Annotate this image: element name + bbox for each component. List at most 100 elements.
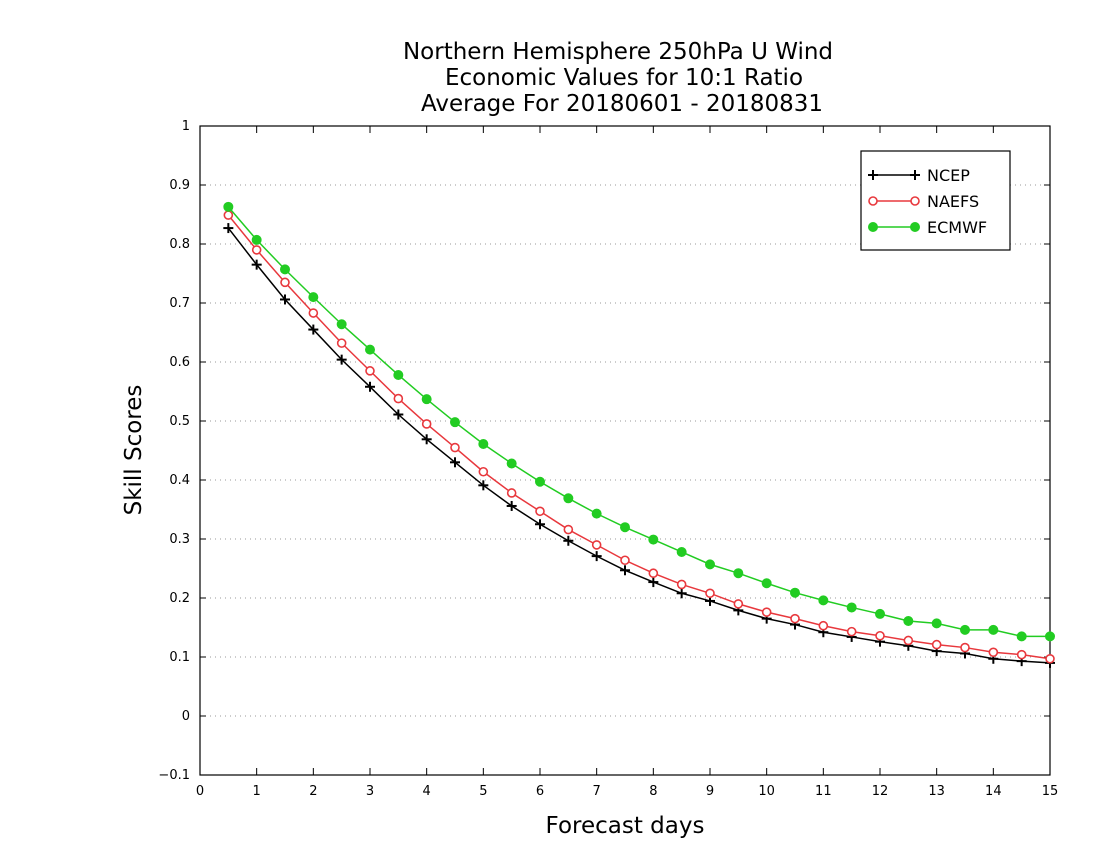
data-point-ecmwf (676, 546, 687, 557)
legend-box (860, 150, 1011, 251)
legend-marker (868, 222, 878, 232)
data-point-naefs (1045, 653, 1055, 664)
legend-marker (910, 222, 920, 232)
data-point-naefs (450, 442, 460, 453)
chart-title-line-1: Northern Hemisphere 250hPa U Wind (403, 39, 833, 65)
data-point-ecmwf (761, 578, 772, 589)
legend-item-ecmwf: ECMWF (868, 218, 987, 237)
x-tick-label: 1 (253, 784, 261, 799)
data-point-naefs (846, 626, 857, 637)
data-point-ncep (620, 565, 630, 576)
series-line-ncep (227, 227, 1051, 664)
data-point-ecmwf (931, 618, 942, 629)
data-point-ncep (450, 457, 460, 468)
x-tick-label: 10 (758, 784, 775, 799)
data-point-ncep (506, 500, 517, 511)
data-point-naefs (280, 277, 290, 288)
data-point-ncep (535, 519, 545, 530)
y-tick-label: 0.4 (169, 473, 190, 488)
y-tick-label: 0 (182, 709, 190, 724)
data-point-ecmwf (336, 319, 347, 330)
data-point-naefs (591, 540, 602, 550)
data-point-ecmwf (620, 522, 630, 533)
data-point-naefs (988, 647, 999, 658)
data-point-ecmwf (903, 616, 914, 627)
y-tick-label: 0.6 (169, 355, 190, 370)
data-point-ecmwf (1016, 631, 1027, 642)
legend-marker (910, 196, 920, 206)
data-point-ncep (223, 223, 234, 234)
series-line-ecmwf (227, 206, 1050, 638)
legend-items: NCEP NAEFS ECMWF (868, 166, 987, 237)
legend-item-naefs: NAEFS (868, 192, 979, 211)
x-tick-label: 3 (366, 784, 374, 799)
data-point-naefs (818, 620, 829, 631)
data-point-ncep (308, 324, 319, 335)
data-point-naefs (931, 639, 942, 650)
legend-label-naefs: NAEFS (927, 192, 979, 211)
data-point-naefs (251, 245, 262, 255)
data-point-ecmwf (308, 292, 319, 303)
x-tick-label: 14 (985, 784, 1002, 799)
data-point-ecmwf (563, 493, 574, 504)
y-tick-label: 0.5 (169, 414, 190, 429)
legend-marker (868, 196, 878, 206)
x-tick-label: 7 (593, 784, 601, 799)
data-point-ecmwf (478, 439, 489, 450)
data-point-ncep (591, 551, 602, 562)
series-line-naefs (227, 214, 1051, 660)
series-ncep (223, 223, 1055, 668)
y-axis-ticks: −0.1 0 0.1 0.2 0.3 0.4 0.5 0.6 0.7 0.8 0.9 1 (158, 119, 1050, 783)
data-point-ncep (251, 259, 262, 270)
data-point-naefs (875, 630, 885, 641)
plot-frame (199, 125, 1051, 776)
data-point-ecmwf (846, 602, 857, 613)
data-point-naefs (421, 419, 432, 429)
data-point-ecmwf (591, 508, 602, 519)
y-tick-label: 0.3 (169, 532, 190, 547)
x-tick-label: 13 (928, 784, 945, 799)
legend: NCEP NAEFS ECMWF (860, 150, 1011, 251)
data-point-naefs (563, 524, 574, 535)
legend-label-ncep: NCEP (927, 166, 970, 185)
legend-label-ecmwf: ECMWF (927, 218, 987, 237)
x-tick-label: 12 (872, 784, 889, 799)
data-point-naefs (365, 366, 375, 376)
y-tick-label: 0.9 (169, 178, 190, 193)
y-tick-label: 1 (182, 119, 190, 134)
data-point-ecmwf (535, 476, 545, 487)
data-point-ecmwf (648, 534, 659, 545)
x-tick-label: 6 (536, 784, 544, 799)
series-naefs (223, 210, 1055, 664)
data-point-naefs (676, 579, 687, 590)
data-point-naefs (620, 555, 630, 566)
legend-marker (910, 170, 920, 180)
data-point-naefs (733, 599, 744, 609)
x-tick-label: 4 (423, 784, 431, 799)
data-point-ncep (648, 577, 659, 588)
y-tick-label: 0.8 (169, 237, 190, 252)
data-point-naefs (790, 613, 800, 624)
y-tick-label: −0.1 (158, 768, 190, 783)
data-point-ncep (676, 588, 687, 599)
data-point-ecmwf (251, 234, 262, 245)
data-point-naefs (960, 642, 970, 653)
data-point-naefs (308, 308, 319, 318)
data-point-ecmwf (960, 624, 970, 635)
data-point-naefs (336, 338, 347, 348)
data-point-ncep (365, 381, 375, 392)
data-point-ecmwf (450, 417, 460, 428)
data-point-ecmwf (280, 264, 290, 275)
data-point-naefs (478, 466, 489, 477)
series-ecmwf (223, 201, 1055, 642)
data-point-ecmwf (988, 624, 999, 635)
data-point-ncep (280, 294, 290, 305)
data-point-ncep (336, 354, 347, 365)
data-point-ecmwf (393, 369, 404, 380)
data-point-naefs (903, 635, 914, 646)
data-point-naefs (1016, 649, 1027, 660)
data-point-naefs (705, 588, 715, 599)
data-point-ncep (563, 535, 574, 546)
data-point-ecmwf (365, 344, 375, 355)
data-point-naefs (393, 393, 404, 404)
